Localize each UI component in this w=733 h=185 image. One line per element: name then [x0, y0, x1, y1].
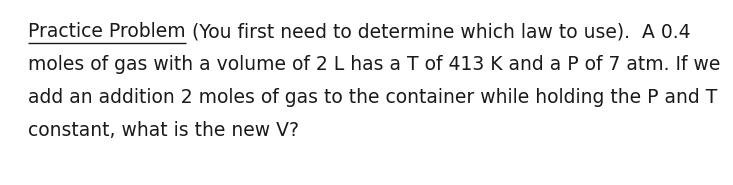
- Text: Practice Problem: Practice Problem: [28, 22, 185, 41]
- Text: moles of gas with a volume of 2 L has a T of 413 K and a P of 7 atm. If we: moles of gas with a volume of 2 L has a …: [28, 55, 721, 74]
- Text: (You first need to determine which law to use).  A 0.4: (You first need to determine which law t…: [185, 22, 690, 41]
- Text: add an addition 2 moles of gas to the container while holding the P and T: add an addition 2 moles of gas to the co…: [28, 88, 718, 107]
- Text: constant, what is the new V?: constant, what is the new V?: [28, 121, 299, 140]
